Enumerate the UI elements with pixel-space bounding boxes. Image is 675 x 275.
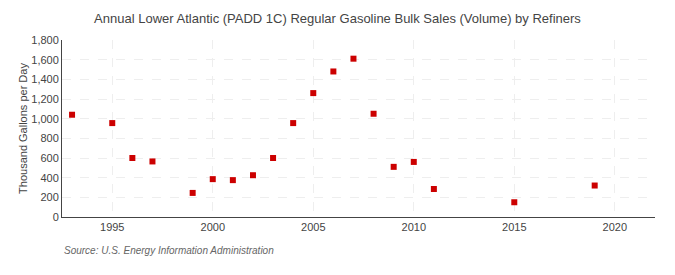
svg-text:800: 800 (40, 132, 58, 144)
svg-text:1995: 1995 (100, 221, 124, 233)
svg-text:1,200: 1,200 (31, 93, 59, 105)
svg-text:2000: 2000 (201, 221, 225, 233)
svg-text:1,000: 1,000 (31, 113, 59, 125)
svg-text:2005: 2005 (301, 221, 325, 233)
svg-text:2020: 2020 (603, 221, 627, 233)
svg-text:2010: 2010 (402, 221, 426, 233)
svg-text:200: 200 (40, 191, 58, 203)
svg-text:400: 400 (40, 172, 58, 184)
svg-text:0: 0 (53, 211, 59, 223)
svg-text:600: 600 (40, 152, 58, 164)
svg-text:1,600: 1,600 (31, 54, 59, 66)
svg-text:Annual Lower Atlantic (PADD 1C: Annual Lower Atlantic (PADD 1C) Regular … (94, 11, 581, 26)
svg-text:Source: U.S. Energy Informatio: Source: U.S. Energy Information Administ… (64, 245, 274, 256)
svg-text:1,400: 1,400 (31, 73, 59, 85)
svg-text:Thousand Gallons per Day: Thousand Gallons per Day (17, 63, 29, 194)
svg-text:2015: 2015 (502, 221, 526, 233)
svg-text:1,800: 1,800 (31, 34, 59, 46)
